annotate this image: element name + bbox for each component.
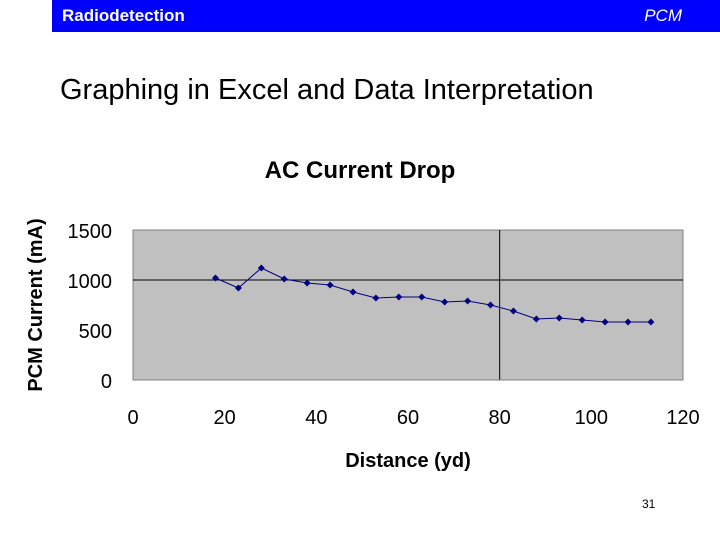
page-number: 31: [642, 497, 656, 511]
header-product-name: PCM: [644, 6, 682, 25]
data-point: [372, 294, 380, 302]
data-point: [395, 293, 403, 301]
x-tick-label: 60: [397, 407, 419, 429]
data-point: [532, 315, 540, 323]
x-tick-label: 80: [489, 407, 511, 429]
x-tick-label: 40: [305, 407, 327, 429]
y-tick-label: 1500: [68, 221, 113, 243]
data-point: [234, 284, 242, 292]
data-point: [601, 318, 609, 326]
data-point: [647, 318, 655, 326]
data-point: [212, 274, 219, 282]
data-point: [555, 314, 563, 322]
data-point: [257, 264, 265, 272]
x-tick-label: 0: [127, 407, 138, 429]
slide-title: Graphing in Excel and Data Interpretatio…: [60, 74, 594, 106]
data-point: [441, 298, 449, 306]
data-point: [624, 318, 632, 326]
plot-area: [132, 229, 684, 381]
y-tick-label: 0: [101, 371, 112, 393]
y-axis-label: PCM Current (mA): [25, 218, 47, 391]
x-tick-label: 20: [214, 407, 236, 429]
data-point: [280, 275, 288, 283]
data-point: [487, 301, 494, 309]
x-tick-label: 100: [575, 407, 608, 429]
data-point: [509, 307, 517, 315]
y-tick-label: 500: [79, 321, 112, 343]
x-tick-label: 120: [666, 407, 699, 429]
y-tick-label: 1000: [68, 271, 113, 293]
tick-labels: 0 500 1000 1500 0 20 40 60 80 100 120: [68, 221, 700, 429]
chart-title: AC Current Drop: [265, 157, 456, 184]
series-layer: [212, 264, 655, 326]
data-point: [464, 297, 472, 305]
data-point: [578, 316, 586, 324]
data-point: [418, 293, 426, 301]
series-line: [215, 267, 651, 323]
data-point: [326, 281, 334, 289]
header-company-name: Radiodetection: [62, 6, 185, 25]
data-point: [303, 279, 311, 287]
gridlines: [133, 230, 683, 380]
header-bar: [52, 0, 720, 32]
x-axis-label: Distance (yd): [345, 450, 471, 472]
data-point: [349, 288, 357, 296]
